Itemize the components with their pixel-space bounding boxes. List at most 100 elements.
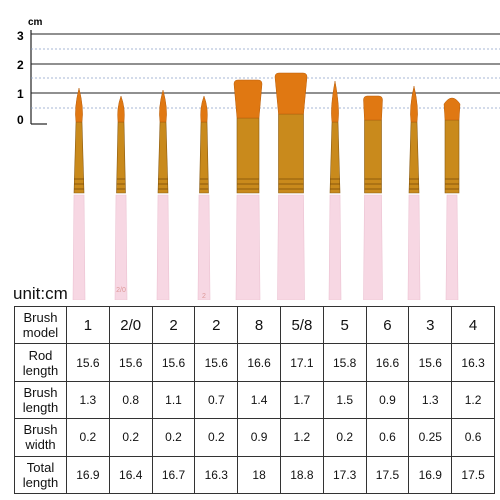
brush-bristles (200, 95, 208, 123)
table-cell: 17.3 (322, 455, 367, 495)
ruler-tick-3: 3 (17, 29, 24, 43)
table-cell: 15.6 (108, 343, 153, 382)
table-cell: 16.9 (408, 455, 453, 495)
table-cell: 16.3 (451, 343, 495, 382)
measurement-ruler: cm 3 2 1 0 (17, 17, 500, 127)
brush-spec-table: Brush model 1 2/0 2 2 8 5/8 5 6 3 4 Rod length 15.6 15.… (14, 305, 495, 495)
handle-size-mark: 2 (202, 293, 206, 300)
ruler-tick-2: 2 (17, 58, 24, 72)
table-cell: 15.6 (151, 343, 196, 382)
table-cell: 15.6 (66, 343, 110, 382)
table-row: Brush length 1.3 0.8 1.1 0.7 1.4 1.7 1.5 0.9 1.3 1.… (14, 380, 495, 420)
brush-ferrule (329, 121, 341, 194)
brush-7 (328, 80, 342, 300)
table-cell: 0.2 (108, 418, 153, 457)
brush-handle (197, 194, 211, 300)
table-cell: 5/8 (279, 305, 324, 345)
table-cell: 1.7 (279, 380, 324, 420)
row-header: Brush width (14, 418, 67, 457)
brush-ferrule (199, 121, 209, 194)
table-cell: 0.6 (451, 418, 495, 457)
row-header-line: Brush (23, 384, 58, 400)
brush-bristles (75, 87, 83, 123)
brush-ferrule (278, 113, 304, 194)
brush-ferrule (364, 119, 382, 194)
table-cell: 4 (451, 305, 495, 345)
table-cell: 16.6 (365, 343, 410, 382)
brush-2 (114, 95, 128, 300)
brush-1 (72, 87, 86, 300)
brush-bristles (159, 89, 167, 123)
table-cell: 3 (408, 305, 453, 345)
table-cell: 15.8 (322, 343, 367, 382)
table-cell: 18.8 (279, 455, 324, 495)
table-cell: 0.9 (237, 418, 281, 457)
table-cell: 15.6 (408, 343, 453, 382)
brush-ferrule (116, 121, 126, 194)
table-cell: 0.8 (108, 380, 153, 420)
brush-handle (445, 194, 459, 300)
brush-bristles (443, 97, 461, 121)
table-cell: 0.25 (408, 418, 453, 457)
row-header-line: length (22, 399, 59, 415)
brush-bristles (274, 72, 308, 115)
unit-label: unit:cm (13, 284, 68, 303)
table-cell: 1.4 (237, 380, 281, 420)
table-cell: 2/0 (108, 305, 153, 345)
table-row: Rod length 15.6 15.6 15.6 15.6 16.6 17.1 15.8 16.… (14, 343, 495, 382)
brush-ferrule (157, 121, 169, 194)
table-cell: 1.5 (322, 380, 367, 420)
row-header-line: length (22, 474, 59, 490)
table-cell: 1.1 (151, 380, 196, 420)
row-header-line: Brush (23, 422, 58, 438)
handle-size-mark: 2/0 (116, 287, 126, 294)
brush-6 (274, 72, 308, 300)
ruler-unit-label: cm (28, 17, 43, 28)
row-header-line: Brush (23, 310, 58, 326)
table-cell: 0.2 (194, 418, 239, 457)
brush-handle (328, 194, 342, 300)
brush-handle (363, 194, 383, 300)
table-cell: 6 (365, 305, 410, 345)
brush-9 (407, 85, 421, 300)
row-header-line: model (22, 325, 59, 341)
table-cell: 2 (194, 305, 239, 345)
brush-8 (363, 95, 383, 300)
row-header-line: Rod (28, 347, 53, 363)
table-cell: 0.7 (194, 380, 239, 420)
table-cell: 2 (151, 305, 196, 345)
brush-handle (235, 194, 261, 300)
row-header: Brush length (14, 380, 67, 420)
table-cell: 1.3 (408, 380, 453, 420)
ruler-tick-1: 1 (17, 87, 24, 101)
table-cell: 17.5 (451, 455, 495, 495)
table-cell: 17.1 (279, 343, 324, 382)
brush-handle (277, 194, 305, 300)
brush-bristles (233, 79, 263, 119)
row-header: Brush model (14, 305, 67, 345)
table-cell: 0.2 (322, 418, 367, 457)
brush-ferrule (444, 119, 460, 194)
brush-ferrule (236, 117, 260, 194)
brush-5 (233, 79, 263, 300)
table-cell: 1 (66, 305, 110, 345)
table-row: Total length 16.9 16.4 16.7 16.3 18 18.8 17.3 17.… (14, 455, 495, 495)
table-cell: 1.3 (66, 380, 110, 420)
brush-handle (407, 194, 421, 300)
row-header-line: length (22, 362, 59, 378)
brush-set: 2/0 2 (72, 72, 461, 300)
row-header: Total length (14, 455, 67, 495)
table-cell: 16.9 (66, 455, 110, 495)
table-cell: 16.6 (237, 343, 281, 382)
brush-bristles (410, 85, 418, 123)
brush-bristles (363, 95, 383, 121)
table-cell: 0.6 (365, 418, 410, 457)
brush-handle (72, 194, 86, 300)
table-cell: 0.2 (151, 418, 196, 457)
table-cell: 1.2 (451, 380, 495, 420)
table-cell: 8 (237, 305, 281, 345)
table-cell: 15.6 (194, 343, 239, 382)
brush-ferrule (408, 121, 420, 194)
table-cell: 5 (322, 305, 367, 345)
row-header-line: Total (26, 459, 55, 475)
